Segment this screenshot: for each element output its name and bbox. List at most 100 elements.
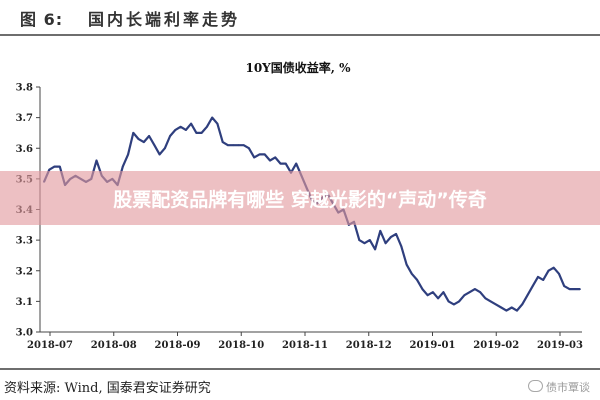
chart-title: 10Y国债收益率, % [245, 60, 351, 75]
banner-text: 股票配资品牌有哪些 穿越光影的“声动”传奇 [113, 189, 487, 211]
data-point [468, 291, 471, 294]
data-point [374, 248, 376, 251]
data-point [132, 132, 135, 134]
data-point [542, 279, 545, 281]
data-point [58, 165, 61, 168]
data-point [563, 285, 566, 287]
data-point [48, 168, 51, 171]
data-point [537, 276, 539, 278]
data-point [495, 303, 497, 306]
data-point [127, 153, 129, 156]
data-point [363, 242, 366, 245]
data-point [179, 125, 182, 128]
data-point [521, 303, 524, 306]
overlay-banner: 股票配资品牌有哪些 穿越光影的“声动”传奇 [0, 171, 600, 225]
data-point [416, 279, 418, 281]
data-point [410, 272, 413, 275]
data-point [579, 288, 581, 290]
data-point [395, 233, 397, 235]
data-point [442, 291, 445, 294]
data-point [269, 159, 271, 162]
x-tick-label: 2018-10 [218, 340, 264, 351]
data-point [421, 288, 424, 290]
data-point [148, 135, 151, 137]
data-point [479, 291, 482, 294]
data-point [426, 294, 429, 297]
data-point [400, 245, 403, 248]
x-tick-label: 2018-09 [155, 340, 201, 351]
data-point [573, 288, 576, 290]
data-point [437, 297, 439, 300]
y-tick-label: 3.2 [16, 266, 33, 277]
data-point [447, 300, 450, 303]
data-point [95, 159, 98, 162]
data-point [558, 272, 560, 275]
y-tick-label: 3.7 [16, 113, 33, 124]
data-point [137, 138, 140, 140]
data-point [279, 162, 282, 165]
data-point [531, 285, 534, 287]
data-point [158, 153, 161, 156]
data-point [368, 239, 371, 242]
data-point [258, 153, 261, 156]
data-point [263, 153, 266, 156]
watermark-text: 债市覃谈 [546, 381, 590, 394]
data-point [405, 263, 408, 266]
y-tick-label: 3.8 [16, 83, 33, 94]
data-point [232, 144, 235, 147]
data-point [242, 144, 245, 147]
wechat-icon [528, 380, 543, 392]
data-point [526, 294, 529, 297]
data-point [211, 116, 214, 119]
source-note: 资料来源: Wind, 国泰君安证券研究 [4, 381, 211, 396]
data-point [552, 266, 555, 269]
figure-footer: 资料来源: Wind, 国泰君安证券研究 债市覃谈 [0, 368, 600, 400]
data-point [200, 132, 203, 134]
y-tick-label: 3.3 [16, 236, 33, 247]
data-point [169, 135, 172, 137]
data-point [142, 141, 145, 143]
data-point [432, 291, 434, 294]
figure-title: 国内长端利率走势 [88, 10, 241, 29]
data-point [505, 309, 508, 312]
data-point [174, 129, 177, 131]
x-tick-label: 2018-07 [27, 340, 73, 351]
x-tick-label: 2019-03 [537, 340, 583, 351]
data-point [227, 144, 229, 147]
data-point [358, 239, 361, 242]
data-point [164, 147, 166, 150]
data-point [248, 147, 250, 150]
data-point [284, 162, 287, 165]
data-point [458, 300, 460, 303]
x-tick-label: 2019-02 [473, 340, 519, 351]
data-point [185, 129, 187, 131]
figure-label: 图 6: [20, 10, 64, 29]
data-point [510, 306, 513, 309]
data-point [253, 156, 256, 159]
data-point [190, 122, 193, 125]
data-point [384, 242, 387, 245]
watermark: 债市覃谈 [528, 379, 590, 395]
data-point [516, 309, 518, 312]
x-tick-label: 2018-08 [91, 340, 137, 351]
data-point [195, 132, 198, 134]
data-point [295, 162, 298, 165]
data-point [547, 269, 550, 272]
x-tick-label: 2018-11 [282, 340, 328, 351]
data-point [500, 306, 503, 309]
data-point [221, 141, 224, 143]
data-point [453, 303, 455, 306]
data-point [153, 144, 156, 147]
data-point [568, 288, 571, 290]
data-point [474, 288, 476, 290]
y-tick-label: 3.6 [16, 144, 33, 155]
data-point [489, 300, 492, 303]
x-axis-ticks: 2018-07 2018-08 2018-09 2018-10 2018-11 2018-… [27, 332, 583, 351]
data-point [379, 230, 382, 232]
y-tick-label: 3.0 [16, 328, 33, 339]
data-point [121, 165, 124, 168]
data-point [237, 144, 240, 147]
data-point [389, 236, 392, 239]
y-tick-label: 3.1 [16, 297, 33, 308]
x-tick-label: 2019-01 [410, 340, 456, 351]
